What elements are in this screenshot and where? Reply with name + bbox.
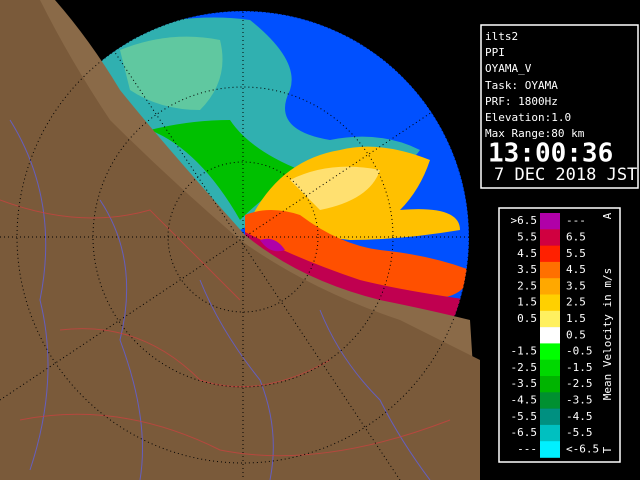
info-panel: ilts2 PPI OYAMA_V Task: OYAMA PRF: 1800H…: [485, 30, 637, 185]
legend-swatch: [540, 327, 560, 344]
legend-left-label: 3.5: [517, 263, 537, 276]
info-line: ilts2: [485, 30, 518, 43]
legend-left-label: -6.5: [511, 426, 538, 439]
info-line: Task: OYAMA: [485, 79, 558, 92]
legend-swatch: [540, 278, 560, 295]
legend-swatch: [540, 343, 560, 360]
legend-left-label: 4.5: [517, 247, 537, 260]
legend-swatch: [540, 294, 560, 312]
legend-swatch: [540, 376, 560, 393]
legend-swatch: [540, 213, 560, 230]
legend-swatch: [540, 261, 560, 279]
legend-right-label: -1.5: [566, 361, 593, 374]
info-line: PRF: 1800Hz: [485, 95, 558, 108]
info-line: OYAMA_V: [485, 62, 532, 75]
legend-left-label: >6.5: [511, 214, 538, 227]
legend-swatch: [540, 359, 560, 377]
legend-right-label: ---: [566, 214, 586, 227]
legend-right-label: 0.5: [566, 328, 586, 341]
legend-right-label: -5.5: [566, 426, 593, 439]
legend-swatch: [540, 229, 560, 246]
legend-swatch: [540, 245, 560, 263]
radar-map: [0, 0, 480, 480]
legend-right-label: 2.5: [566, 296, 586, 309]
legend-swatch: [540, 441, 560, 458]
legend-right-label: 4.5: [566, 263, 586, 276]
legend-left-label: -1.5: [511, 345, 538, 358]
legend-right-label: 6.5: [566, 230, 586, 243]
date: 7 DEC 2018 JST: [494, 165, 637, 185]
legend-swatch: [540, 424, 560, 442]
legend-right-label: -3.5: [566, 393, 593, 406]
info-line: Max Range:80 km: [485, 127, 585, 140]
time: 13:00:36: [488, 139, 613, 169]
legend-right-label: -2.5: [566, 377, 593, 390]
legend-right-label: 3.5: [566, 279, 586, 292]
legend-right-label: 1.5: [566, 312, 586, 325]
legend: A Mean Velocity in m/s T >6.5 --- 5.5 6.5 4.…: [511, 212, 614, 458]
legend-left-label: 2.5: [517, 279, 537, 292]
legend-left-label: 5.5: [517, 230, 537, 243]
legend-left-label: 0.5: [517, 312, 537, 325]
legend-left-label: -3.5: [511, 377, 538, 390]
legend-left-label: -5.5: [511, 410, 538, 423]
legend-top-mark: A: [601, 212, 614, 219]
legend-right-label: -0.5: [566, 345, 593, 358]
legend-left-label: ---: [517, 442, 537, 455]
legend-swatch: [540, 408, 560, 426]
legend-left-label: 1.5: [517, 296, 537, 309]
legend-swatch: [540, 310, 560, 328]
info-line: Elevation:1.0: [485, 111, 571, 124]
legend-right-label: 5.5: [566, 247, 586, 260]
legend-swatch: [540, 392, 560, 409]
legend-title: Mean Velocity in m/s: [601, 268, 614, 400]
legend-left-label: -4.5: [511, 393, 538, 406]
legend-bottom-mark: T: [601, 446, 614, 453]
info-line: PPI: [485, 46, 505, 59]
legend-right-label: <-6.5: [566, 442, 599, 455]
legend-left-label: -2.5: [511, 361, 538, 374]
info-box: [480, 24, 639, 189]
legend-right-label: -4.5: [566, 410, 593, 423]
